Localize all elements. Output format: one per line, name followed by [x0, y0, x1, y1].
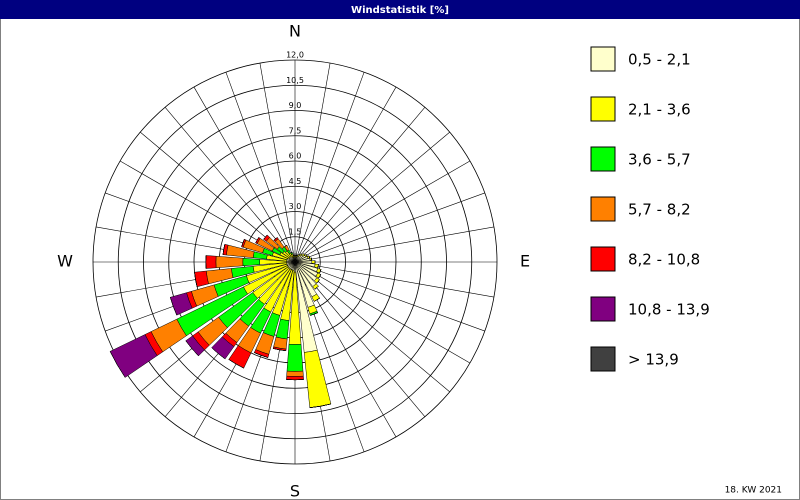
- legend-swatch: [590, 196, 616, 222]
- spoke: [294, 160, 471, 263]
- title-bar: [0, 0, 800, 19]
- rose-segment: [317, 264, 319, 268]
- rose-segment: [205, 255, 217, 269]
- rose-segment: [170, 297, 178, 316]
- legend-label: > 13,9: [628, 351, 679, 369]
- rose-segment: [286, 370, 304, 377]
- rose-segment: [309, 403, 331, 408]
- r-tick-label: 12,0: [286, 51, 304, 60]
- legend-swatch: [590, 246, 616, 272]
- legend-swatch: [590, 296, 616, 322]
- legend-swatch: [590, 46, 616, 72]
- legend-label: 5,7 - 8,2: [628, 201, 691, 219]
- spoke: [294, 261, 494, 298]
- chart-title: Windstatistik [%]: [351, 5, 449, 16]
- spoke: [294, 226, 494, 263]
- spoke: [225, 72, 296, 263]
- rose-segment: [286, 343, 304, 372]
- rose-segment: [215, 255, 244, 269]
- rose-segment: [228, 359, 244, 369]
- rose-segment: [241, 239, 245, 247]
- rose-segment: [222, 244, 226, 255]
- rose-segment: [303, 253, 305, 256]
- direction-label: E: [520, 252, 530, 271]
- rose-segment: [311, 260, 316, 264]
- legend-label: 3,6 - 5,7: [628, 151, 691, 169]
- spoke: [193, 86, 296, 263]
- legend-label: 0,5 - 2,1: [628, 51, 691, 69]
- footer: 18. KW 2021: [725, 486, 782, 496]
- legend-label: 8,2 - 10,8: [628, 251, 700, 269]
- spoke: [164, 107, 296, 263]
- rose-segment: [109, 351, 126, 378]
- spoke: [294, 261, 471, 364]
- direction-label: S: [290, 482, 300, 500]
- spoke: [294, 63, 331, 263]
- direction-label: W: [57, 252, 73, 271]
- direction-label: N: [289, 22, 301, 41]
- spoke: [294, 72, 365, 263]
- rose-segment: [290, 252, 293, 254]
- spoke: [294, 261, 450, 393]
- rose-segment: [313, 297, 320, 302]
- legend-label: 2,1 - 3,6: [628, 101, 691, 119]
- spoke: [294, 261, 485, 332]
- spoke: [294, 131, 450, 263]
- spoke: [294, 192, 485, 263]
- rose-segment: [300, 253, 303, 255]
- rose-segment: [305, 254, 308, 257]
- legend-label: 10,8 - 13,9: [628, 301, 710, 319]
- legend-swatch: [590, 346, 616, 372]
- spoke: [294, 107, 426, 263]
- rose-segment: [314, 285, 319, 290]
- rose-segment: [273, 348, 287, 352]
- spoke: [294, 86, 397, 263]
- rose-segment: [211, 347, 226, 360]
- rose-segment: [242, 257, 261, 267]
- rose-segment: [254, 352, 269, 358]
- legend-swatch: [590, 146, 616, 172]
- rose-segment: [194, 272, 198, 287]
- spoke: [259, 63, 296, 263]
- legend-swatch: [590, 96, 616, 122]
- rose-segment: [286, 375, 304, 381]
